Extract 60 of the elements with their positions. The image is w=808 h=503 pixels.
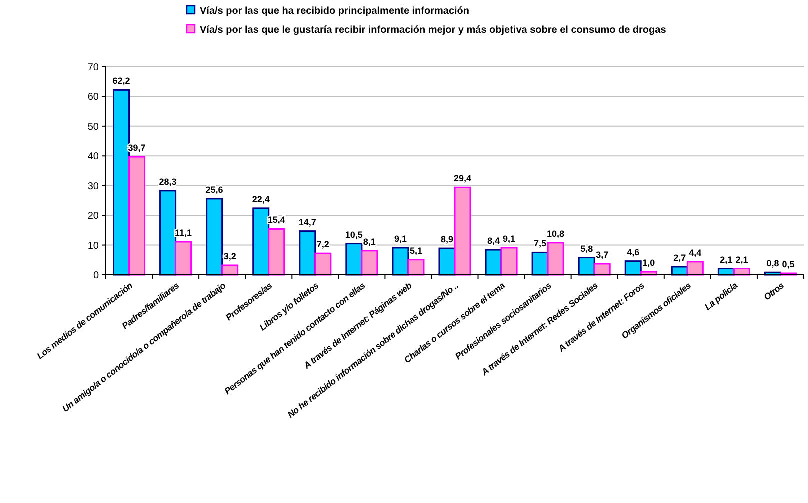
y-tick-label: 10 [88,240,100,252]
data-label: 29,4 [454,174,472,184]
bar [299,230,316,276]
data-label: 2,7 [674,252,686,263]
bar [624,260,642,276]
y-tick-label: 0 [93,270,100,282]
bar [547,242,564,276]
data-label: 10,8 [547,228,565,239]
data-label: 9,1 [394,234,407,244]
data-label: 4,6 [627,247,640,258]
bar [128,156,146,276]
data-label: 0,8 [766,258,780,269]
data-label: 3,7 [596,250,609,260]
bar [113,89,130,276]
bar [222,264,239,276]
bar [206,198,224,276]
y-tick-label: 40 [88,152,100,163]
bar [733,268,750,276]
bar [361,250,378,276]
data-label: 8,4 [488,236,500,246]
data-label: 25,6 [206,184,224,195]
data-label: 7,2 [316,240,330,250]
data-label: 5,1 [410,246,422,256]
bar [594,263,611,276]
y-tick-label: 60 [88,92,100,104]
data-label: 3,2 [224,251,236,262]
data-label: 28,3 [159,176,177,187]
legend-label: Vía/s por las que le gustaría recibir información mejor y más objetiva sobre el consumo de drogas [200,25,667,36]
bar [408,259,425,276]
data-label: 9,1 [503,234,516,244]
data-label: 7,5 [534,238,547,249]
y-tick-label: 30 [88,181,100,192]
data-label: 0,5 [782,260,795,270]
bar [314,252,332,276]
bar [392,247,410,276]
data-label: 4,4 [689,248,702,258]
legend-label: Vía/s por las que ha recibido principalmente información [200,6,470,17]
bar [175,241,192,276]
data-label: 5,8 [580,244,594,254]
bar [438,248,456,276]
bar [578,257,596,276]
y-tick-label: 20 [88,211,100,222]
data-label: 10,5 [345,230,363,240]
bar [500,247,518,276]
data-label: 8,9 [440,234,454,245]
bar [346,243,363,276]
data-label: 1,0 [642,258,656,268]
data-label: 14,7 [298,217,316,228]
bar [686,261,704,276]
bar [268,228,286,276]
y-tick-label: 50 [88,122,100,133]
data-label: 22,4 [252,194,270,204]
data-label: 2,1 [720,254,733,265]
bar [454,186,472,276]
data-label: 2,1 [736,254,748,265]
data-label: 62,2 [112,76,130,86]
data-label: 8,1 [363,236,376,247]
bar [252,208,270,276]
y-tick-label: 70 [88,62,100,74]
bar [160,190,177,276]
